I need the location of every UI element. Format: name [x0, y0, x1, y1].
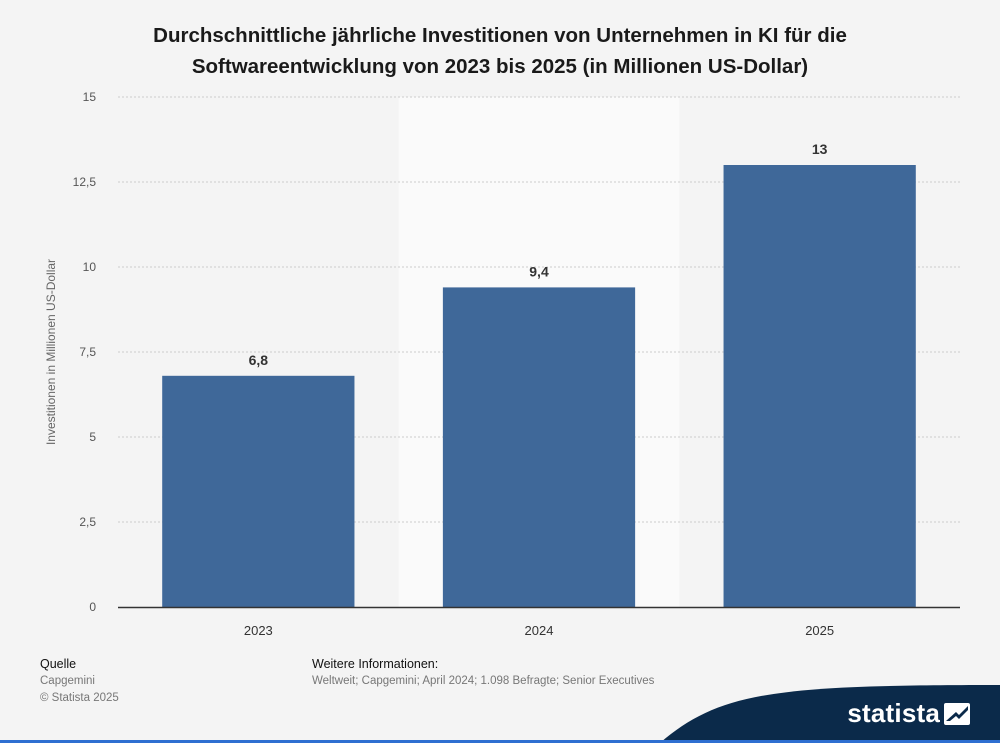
chart-title-line-2: Softwareentwicklung von 2023 bis 2025 (i… — [191, 55, 809, 78]
y-tick-label: 7,5 — [79, 345, 96, 359]
y-tick-label: 10 — [83, 260, 97, 274]
bar[interactable] — [162, 375, 355, 607]
bottom-accent-bar — [0, 740, 1000, 743]
chart-title: Durchschnittliche jährliche Investitione… — [0, 20, 1000, 82]
y-tick-label: 0 — [89, 600, 96, 614]
info-heading: Weitere Informationen: — [312, 657, 439, 671]
source-heading: Quelle — [40, 657, 77, 671]
source-name[interactable]: Capgemini — [40, 675, 95, 687]
bar[interactable] — [442, 287, 636, 607]
source-block: Quelle Capgemini © Statista 2025 — [40, 656, 119, 707]
chart-title-line-1: Durchschnittliche jährliche Investitione… — [153, 24, 847, 47]
y-axis-label: Investitionen in Millionen US-Dollar — [44, 259, 58, 445]
statista-logo[interactable]: statista — [660, 681, 1000, 743]
x-tick-label: 2024 — [525, 623, 554, 638]
bar-chart: 0 2,5 5 7,5 10 12,5 15 Investitionen in Million… — [44, 90, 960, 638]
statista-logo-icon — [944, 703, 970, 725]
info-block: Weitere Informationen: Weltweit; Capgemi… — [312, 656, 654, 690]
data-label: 9,4 — [529, 263, 549, 279]
data-label: 13 — [812, 141, 828, 157]
y-tick-label: 2,5 — [79, 515, 96, 529]
x-tick-label: 2025 — [805, 623, 834, 638]
info-text: Weltweit; Capgemini; April 2024; 1.098 B… — [312, 675, 655, 687]
logo-background — [660, 685, 1000, 743]
copyright: © Statista 2025 — [40, 692, 119, 704]
bar[interactable] — [723, 165, 916, 607]
data-label: 6,8 — [249, 352, 269, 368]
logo-text: statista — [847, 698, 940, 728]
y-tick-label: 5 — [89, 430, 96, 444]
x-tick-label: 2023 — [244, 623, 273, 638]
y-tick-label: 15 — [83, 90, 97, 104]
y-tick-label: 12,5 — [73, 175, 97, 189]
